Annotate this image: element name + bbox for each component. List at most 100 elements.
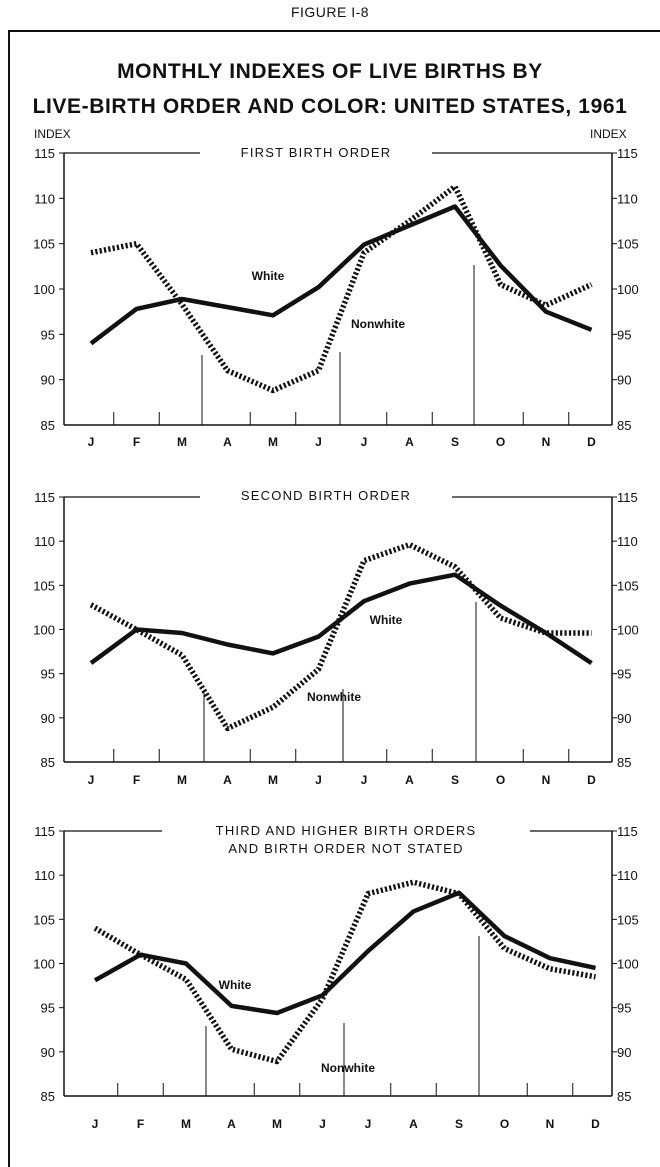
y-tick-label-left: 85 [41,418,55,433]
x-tick-label: M [268,773,278,787]
x-tick-label: J [361,435,368,449]
x-tick-label: J [92,1117,99,1131]
x-tick-label: A [223,435,232,449]
x-tick-label: F [137,1117,144,1131]
x-tick-label: D [587,773,596,787]
x-tick-label: A [227,1117,236,1131]
y-tick-label-right: 90 [617,1045,631,1060]
y-tick-label-right: 100 [617,623,639,638]
y-tick-label-left: 95 [41,1001,55,1016]
x-tick-label: F [133,773,140,787]
chart-panel-3: THIRD AND HIGHER BIRTH ORDERS AND BIRTH O… [33,823,638,1131]
y-tick-label-left: 95 [41,667,55,682]
y-tick-label-left: 110 [34,534,55,549]
figure-frame [8,30,660,1167]
x-tick-label: M [272,1117,282,1131]
chart-panel-1: FIRST BIRTH ORDER INDEX INDEX 85 85 90 90 95 95 1… [33,127,638,449]
white-series-line [89,572,593,665]
y-tick-label-left: 90 [41,1045,55,1060]
x-tick-label: J [88,773,95,787]
y-tick-label-right: 115 [617,146,638,161]
y-tick-label-right: 95 [617,327,631,342]
figure-label: FIGURE I-8 [290,4,370,20]
y-tick-label-right: 100 [617,282,639,297]
y-tick-label-right: 95 [617,1001,631,1016]
nonwhite-series-label: Nonwhite [351,317,405,331]
nonwhite-series-line [89,541,592,732]
x-tick-label: S [451,435,459,449]
panel-title: FIRST BIRTH ORDER [241,145,392,160]
y-tick-label-left: 85 [41,1089,55,1104]
nonwhite-series-line [90,183,593,394]
y-tick-label-right: 85 [617,418,631,433]
panel-title: SECOND BIRTH ORDER [241,488,411,503]
x-tick-label: S [455,1117,463,1131]
y-tick-label-right: 110 [617,534,638,549]
y-axis-label-right: INDEX [590,127,627,141]
x-tick-label: D [587,435,596,449]
y-tick-label-left: 115 [34,824,55,839]
white-series-label: White [252,269,285,283]
y-tick-label-right: 90 [617,373,631,388]
x-tick-label: O [496,773,505,787]
y-tick-label-left: 115 [34,146,55,161]
x-tick-label: A [405,435,414,449]
y-tick-label-right: 85 [617,1089,631,1104]
x-tick-label: A [405,773,414,787]
chart-panel-2: SECOND BIRTH ORDER 85 85 90 90 95 95 100 100 105 1… [33,488,638,787]
x-tick-label: J [361,773,368,787]
y-tick-label-left: 100 [33,282,55,297]
white-series-label: White [370,613,403,627]
y-tick-label-right: 115 [617,490,638,505]
y-tick-label-left: 105 [33,578,55,593]
y-tick-label-left: 85 [41,755,55,770]
y-tick-label-left: 105 [33,237,55,252]
y-tick-label-left: 110 [34,191,55,206]
nonwhite-series-label: Nonwhite [321,1061,375,1075]
main-title-line-2: LIVE-BIRTH ORDER AND COLOR: UNITED STATE… [32,95,628,118]
x-tick-label: N [542,773,551,787]
y-tick-label-right: 110 [617,868,638,883]
y-tick-label-left: 100 [33,623,55,638]
y-tick-label-right: 105 [617,912,639,927]
x-tick-label: J [88,435,95,449]
y-axis-label-left: INDEX [34,127,71,141]
y-tick-label-right: 105 [617,237,639,252]
white-series-line [93,890,596,1016]
y-tick-label-right: 90 [617,711,631,726]
x-tick-label: A [223,773,232,787]
y-tick-label-right: 110 [617,191,638,206]
main-title-line-1: MONTHLY INDEXES OF LIVE BIRTHS BY [117,60,543,83]
x-tick-label: O [500,1117,509,1131]
x-tick-label: F [133,435,140,449]
x-tick-label: D [591,1117,600,1131]
nonwhite-series-label: Nonwhite [307,690,361,704]
white-series-line [89,204,593,346]
x-tick-label: J [315,435,322,449]
y-tick-label-left: 105 [33,912,55,927]
x-tick-label: M [268,435,278,449]
nonwhite-series-line [93,879,596,1065]
main-title: MONTHLY INDEXES OF LIVE BIRTHS BY LIVE-B… [0,54,660,124]
x-tick-label: N [546,1117,555,1131]
y-tick-label-right: 100 [617,957,639,972]
y-tick-label-left: 90 [41,373,55,388]
x-tick-label: A [409,1117,418,1131]
y-tick-label-left: 90 [41,711,55,726]
y-tick-label-left: 110 [34,868,55,883]
panel-subtitle: AND BIRTH ORDER NOT STATED [228,841,463,856]
x-tick-label: N [542,435,551,449]
x-tick-label: M [181,1117,191,1131]
y-tick-label-left: 100 [33,957,55,972]
y-tick-label-right: 85 [617,755,631,770]
x-tick-label: J [315,773,322,787]
y-tick-label-right: 95 [617,667,631,682]
x-tick-label: M [177,435,187,449]
y-tick-label-left: 115 [34,490,55,505]
x-tick-label: M [177,773,187,787]
y-tick-label-left: 95 [41,327,55,342]
y-tick-label-right: 115 [617,824,638,839]
white-series-label: White [219,978,252,992]
y-tick-label-right: 105 [617,578,639,593]
